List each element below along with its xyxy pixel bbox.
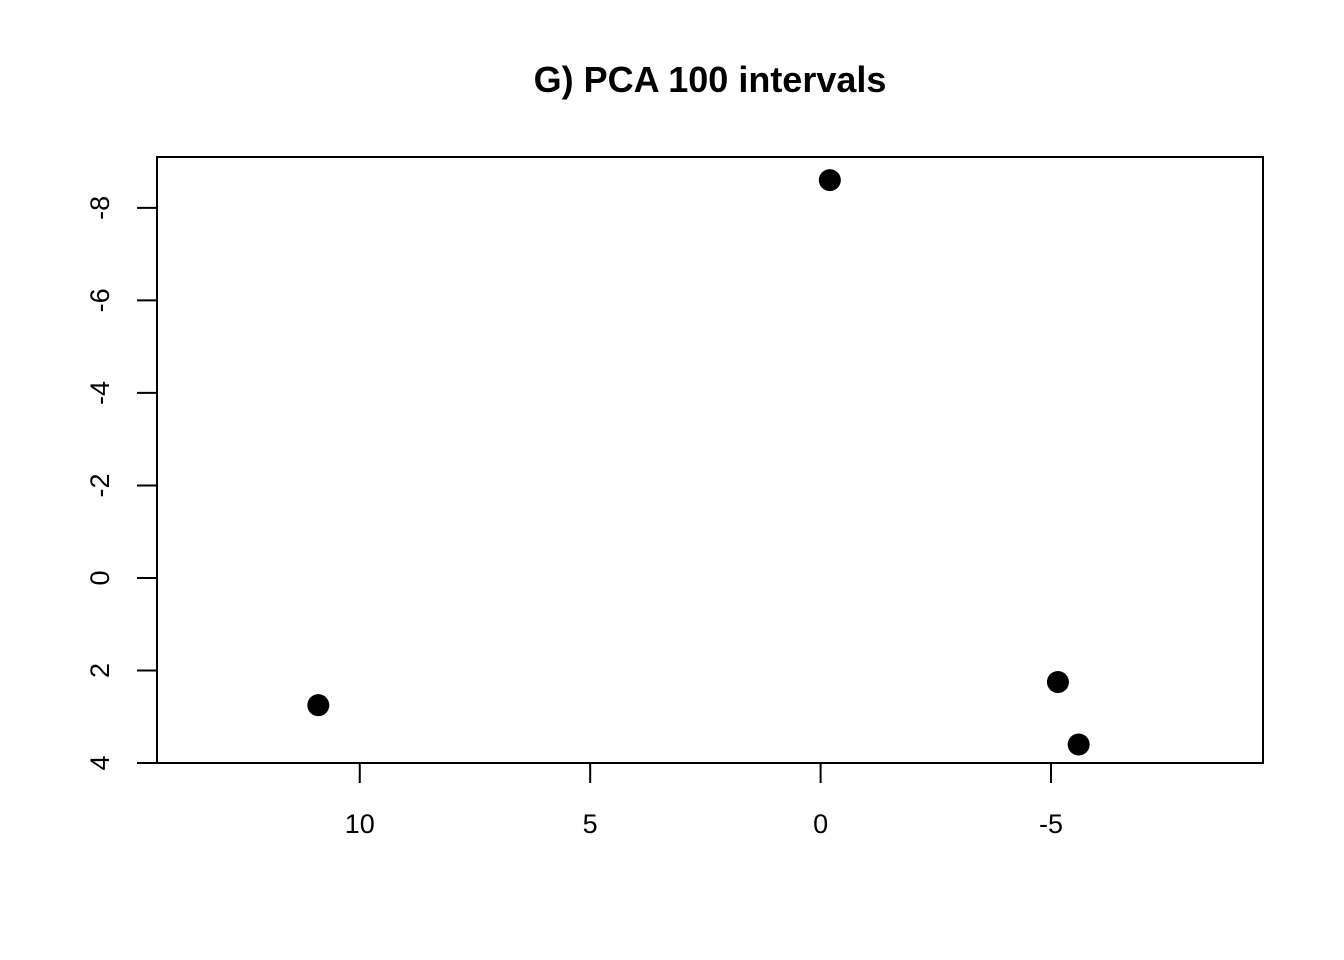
y-tick-label: -6	[85, 288, 115, 312]
chart-title: G) PCA 100 intervals	[534, 59, 887, 100]
x-axis: 10 5 0 -5	[345, 762, 1063, 839]
y-axis: 4 2 0 -2 -4 -6 -8	[85, 196, 158, 771]
y-tick-label: -8	[85, 196, 115, 220]
x-tick-label: -5	[1039, 809, 1063, 839]
y-tick-label: 2	[85, 663, 115, 678]
data-point	[818, 169, 841, 192]
x-tick-label: 10	[345, 809, 375, 839]
data-points	[307, 169, 1090, 756]
y-tick-label: 4	[85, 755, 115, 770]
y-tick-label: -2	[85, 473, 115, 497]
x-tick-label: 5	[583, 809, 598, 839]
x-tick-label: 0	[813, 809, 828, 839]
data-point	[307, 694, 330, 717]
plot-area	[156, 156, 1264, 764]
data-point	[1067, 733, 1090, 756]
data-point	[1046, 671, 1069, 694]
y-tick-label: -4	[85, 381, 115, 405]
y-tick-label: 0	[85, 570, 115, 585]
